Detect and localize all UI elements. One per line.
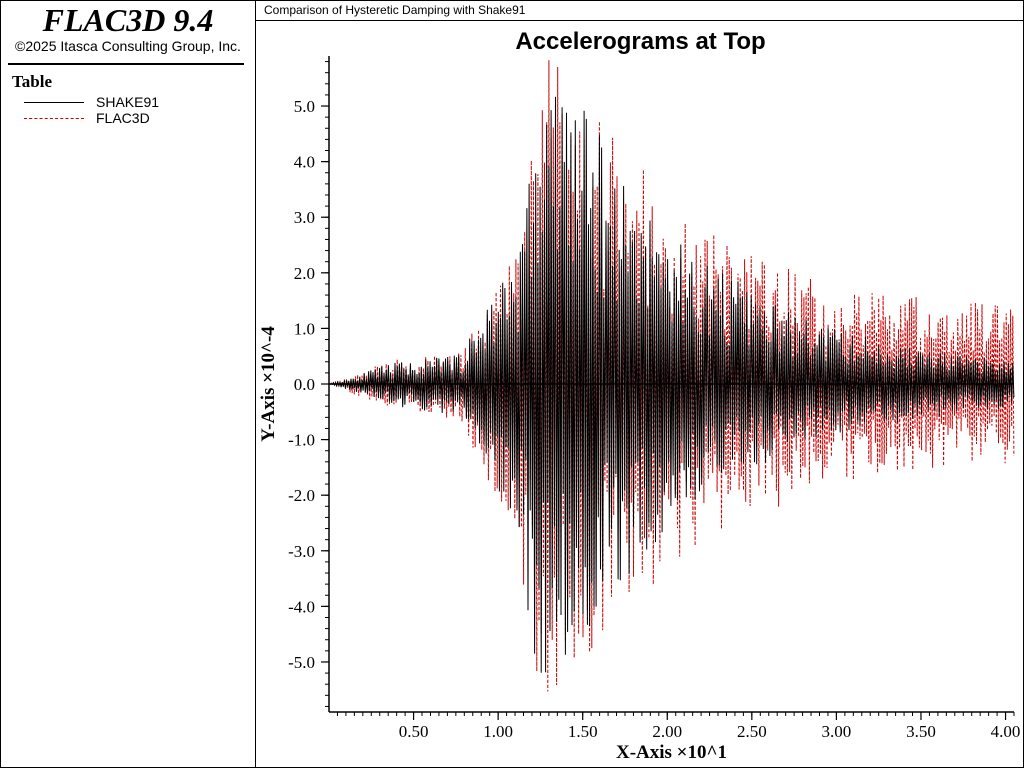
y-tick-label: -5.0 [288, 653, 315, 672]
x-tick-label: 0.50 [399, 722, 429, 741]
legend-swatch-dashed [24, 118, 84, 119]
panel-divider [8, 63, 244, 65]
x-tick-label: 4.00 [991, 722, 1021, 741]
x-tick-label: 3.50 [906, 722, 936, 741]
chart-title: Accelerograms at Top [515, 28, 766, 55]
plot-header-title: Comparison of Hysteretic Damping with Sh… [264, 3, 526, 17]
x-tick-label: 2.50 [737, 722, 767, 741]
y-tick-label: 0.0 [294, 375, 315, 394]
legend-label: SHAKE91 [96, 94, 160, 110]
y-tick-label: 2.0 [294, 264, 315, 283]
y-tick-label: 3.0 [294, 208, 315, 227]
copyright-text: ©2025 Itasca Consulting Group, Inc. [15, 38, 241, 54]
y-tick-label: -1.0 [288, 431, 315, 450]
y-tick-label: -3.0 [288, 542, 315, 561]
y-tick-label: 1.0 [294, 319, 315, 338]
y-tick-label: -4.0 [288, 597, 315, 616]
x-tick-label: 2.00 [652, 722, 682, 741]
legend-swatch-solid [24, 102, 84, 103]
plot-header-bar: Comparison of Hysteretic Damping with Sh… [256, 0, 1024, 21]
x-axis-label: X-Axis ×10^1 [616, 742, 727, 763]
x-tick-label: 3.00 [822, 722, 852, 741]
legend-panel: FLAC3D 9.4 ©2025 Itasca Consulting Group… [0, 0, 256, 768]
chart-canvas: 5.0 4.0 3.0 2.0 1.0 0.0 -1.0 -2.0 -3.0 -4.0 -5.0 0.… [258, 56, 1021, 763]
y-tick-label: 5.0 [294, 97, 315, 116]
y-tick-label: 4.0 [294, 153, 315, 172]
table-label: Table [12, 72, 53, 91]
series-line-shake91 [328, 96, 1015, 673]
legend-label: FLAC3D [96, 110, 150, 126]
x-tick-label: 1.00 [483, 722, 513, 741]
y-axis-label: Y-Axis ×10^-4 [258, 326, 279, 442]
y-tick-label: -2.0 [288, 486, 315, 505]
x-tick-label: 1.50 [568, 722, 598, 741]
app-title: FLAC3D 9.4 [42, 2, 214, 38]
